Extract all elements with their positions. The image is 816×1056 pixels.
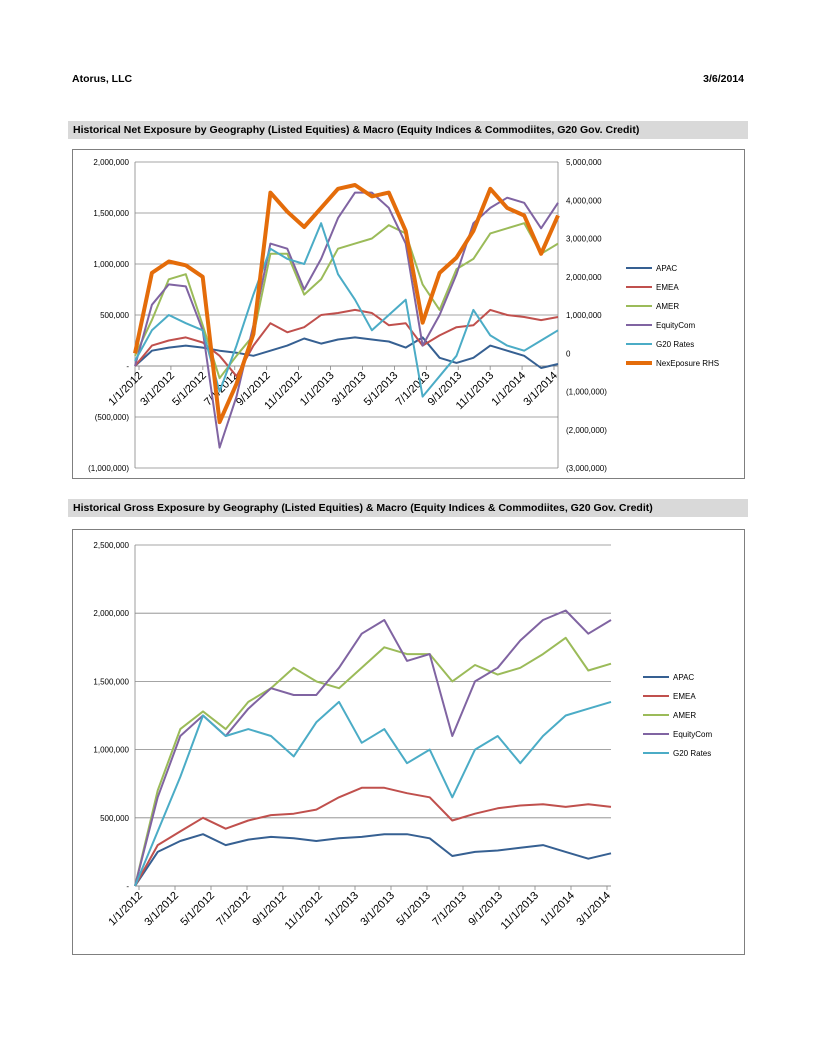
x-tick-label: 1/1/2013 [322, 890, 361, 929]
x-tick-label: 3/1/2014 [521, 370, 560, 409]
report-date: 3/6/2014 [703, 73, 744, 85]
company-name: Atorus, LLC [72, 73, 133, 85]
x-tick-label: 3/1/2014 [574, 890, 613, 929]
y-tick-label: 2,000,000 [93, 158, 129, 167]
x-tick-label: 3/1/2012 [142, 890, 181, 929]
x-tick-label: 1/1/2014 [489, 370, 528, 409]
x-tick-label: 7/1/2012 [214, 890, 253, 929]
y-tick-label: 2,000,000 [93, 609, 129, 618]
gross-exposure-svg: 2,500,000 2,000,000 1,500,000 1,000,000 500,… [93, 541, 712, 933]
series-line-amer [134, 222, 559, 380]
y-tick-label: 500,000 [100, 814, 129, 823]
net-exposure-svg: 2,000,000 1,500,000 1,000,000 500,000 - (500,… [88, 158, 719, 473]
y2-tick-label: 4,000,000 [566, 196, 602, 205]
legend-label: AMER [673, 711, 696, 720]
y2-tick-label: 5,000,000 [566, 158, 602, 167]
series-line-g20-rates [134, 222, 559, 398]
net-exposure-title: Historical Net Exposure by Geography (Li… [68, 121, 748, 139]
x-tick-label: 7/1/2013 [430, 890, 469, 929]
x-tick-label: 11/1/2012 [283, 890, 326, 933]
y2-tick-label: (3,000,000) [566, 464, 607, 473]
series-line-apac [134, 833, 612, 887]
y-tick-label: (1,000,000) [88, 464, 129, 473]
legend-label: EquityCom [673, 730, 712, 739]
y-tick-label: 1,500,000 [93, 677, 129, 686]
y2-tick-label: 1,000,000 [566, 311, 602, 320]
series-line-nexeposure-rhs [133, 183, 560, 425]
x-tick-label: 1/1/2014 [538, 890, 577, 929]
legend-label: EquityCom [656, 321, 695, 330]
y2-tick-label: 0 [566, 349, 571, 358]
y-tick-label: 2,500,000 [93, 541, 129, 550]
y-tick-label: - [126, 362, 129, 371]
x-tick-label: 1/1/2013 [298, 370, 337, 409]
series-line-equitycom [134, 191, 559, 449]
gross-exposure-title: Historical Gross Exposure by Geography (… [68, 499, 748, 517]
x-tick-label: 7/1/2013 [394, 370, 433, 409]
y2-tick-label: 3,000,000 [566, 235, 602, 244]
y-tick-label: 500,000 [100, 311, 129, 320]
x-tick-label: 11/1/2013 [499, 890, 542, 933]
x-tick-label: 3/1/2013 [330, 370, 369, 409]
y2-tick-label: (1,000,000) [566, 388, 607, 397]
y-tick-label: 1,000,000 [93, 260, 129, 269]
x-tick-label: 5/1/2013 [362, 370, 401, 409]
x-tick-label: 3/1/2012 [138, 370, 177, 409]
x-tick-label: 1/1/2012 [106, 890, 145, 929]
series-line-emea [134, 786, 612, 887]
legend-label: G20 Rates [673, 749, 711, 758]
series-line-g20-rates [134, 700, 612, 887]
y-tick-label: (500,000) [95, 413, 130, 422]
y-tick-label: 1,000,000 [93, 746, 129, 755]
net-exposure-chart: 2,000,000 1,500,000 1,000,000 500,000 - (500,… [72, 149, 745, 479]
legend-label: NexEposure RHS [656, 359, 719, 368]
legend-label: G20 Rates [656, 340, 694, 349]
legend-label: EMEA [656, 283, 679, 292]
gross-exposure-chart: 2,500,000 2,000,000 1,500,000 1,000,000 500,… [72, 529, 745, 955]
series-line-amer [134, 636, 612, 887]
y2-tick-label: (2,000,000) [566, 426, 607, 435]
legend-label: EMEA [673, 692, 696, 701]
x-tick-label: 3/1/2013 [358, 890, 397, 929]
x-tick-label: 5/1/2013 [394, 890, 433, 929]
y-tick-label: - [126, 882, 129, 891]
legend-label: APAC [673, 673, 694, 682]
y2-tick-label: 2,000,000 [566, 273, 602, 282]
x-tick-label: 5/1/2012 [170, 370, 209, 409]
x-tick-label: 1/1/2012 [106, 370, 145, 409]
legend-label: APAC [656, 264, 677, 273]
legend-label: AMER [656, 302, 679, 311]
y-tick-label: 1,500,000 [93, 209, 129, 218]
x-tick-label: 5/1/2012 [178, 890, 217, 929]
